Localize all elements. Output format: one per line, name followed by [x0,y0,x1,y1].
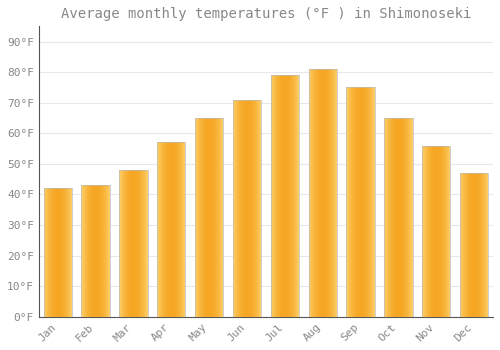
Bar [82,185,110,317]
Bar [195,118,224,317]
Title: Average monthly temperatures (°F ) in Shimonoseki: Average monthly temperatures (°F ) in Sh… [60,7,471,21]
Bar [460,173,488,317]
Bar [346,88,375,317]
Bar [308,69,337,317]
Bar [233,100,261,317]
Bar [422,146,450,317]
Bar [270,75,299,317]
Bar [384,118,412,317]
Bar [44,188,72,317]
Bar [119,170,148,317]
Bar [157,142,186,317]
